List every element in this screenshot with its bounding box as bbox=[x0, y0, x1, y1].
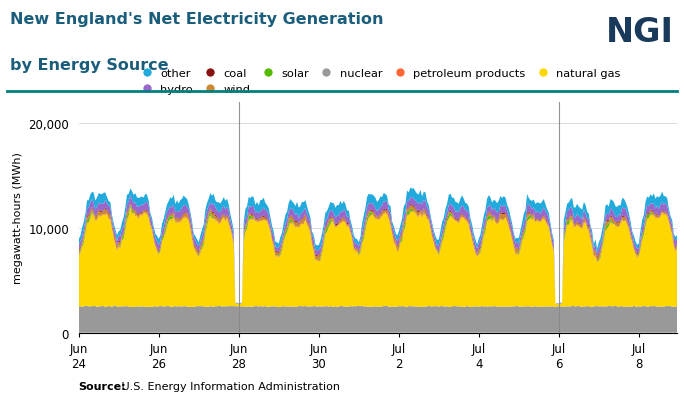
Text: New England's Net Electricity Generation: New England's Net Electricity Generation bbox=[10, 12, 384, 27]
Legend: other, hydro, coal, wind, solar, nuclear, petroleum products, natural gas: other, hydro, coal, wind, solar, nuclear… bbox=[135, 69, 620, 94]
Text: NGI: NGI bbox=[606, 16, 674, 49]
Text: by Energy Source: by Energy Source bbox=[10, 58, 169, 73]
Text: Source:: Source: bbox=[79, 381, 127, 391]
Y-axis label: megawatt-hours (MWh): megawatt-hours (MWh) bbox=[12, 152, 23, 284]
Text: U.S. Energy Information Administration: U.S. Energy Information Administration bbox=[118, 381, 341, 391]
